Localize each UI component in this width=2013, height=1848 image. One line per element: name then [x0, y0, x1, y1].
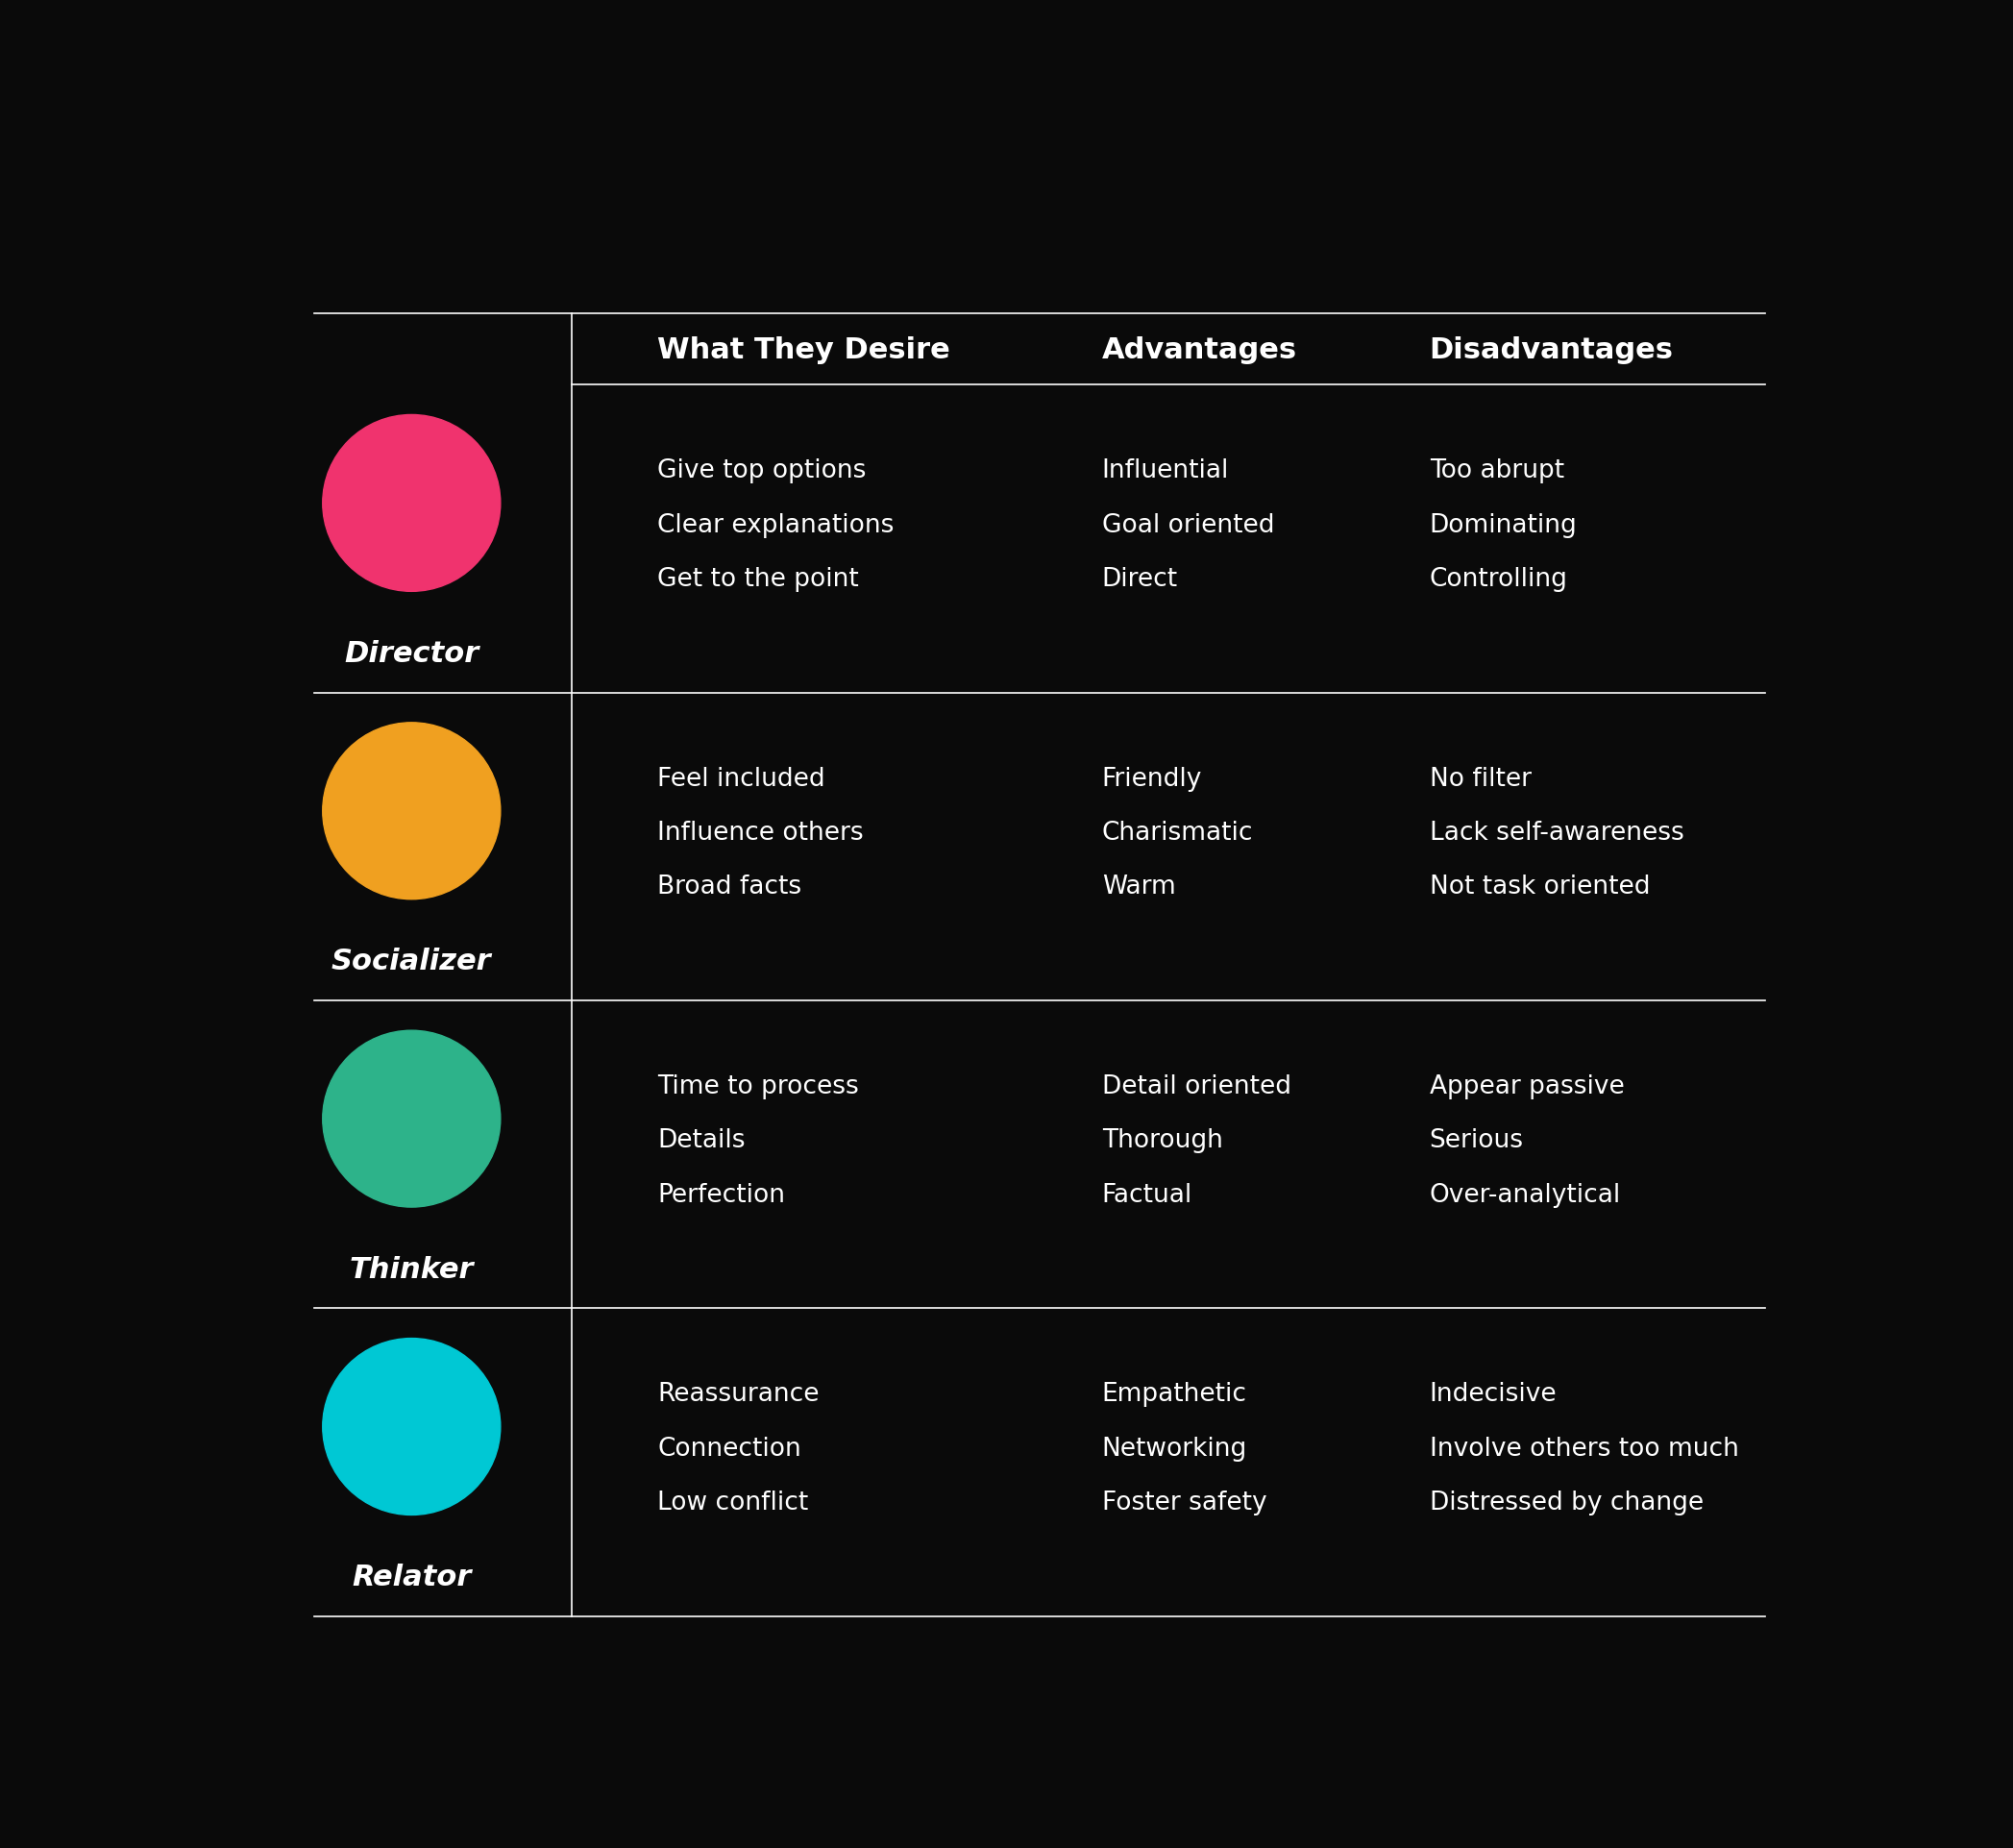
Text: No filter: No filter — [1429, 767, 1532, 791]
Text: Factual: Factual — [1101, 1183, 1192, 1207]
Text: Indecisive: Indecisive — [1429, 1382, 1556, 1406]
Text: Time to process: Time to process — [656, 1074, 860, 1100]
Text: Low conflict: Low conflict — [656, 1489, 809, 1515]
Text: Thorough: Thorough — [1101, 1127, 1222, 1153]
Text: Detail oriented: Detail oriented — [1101, 1074, 1290, 1100]
Text: Reassurance: Reassurance — [656, 1382, 819, 1406]
Text: Distressed by change: Distressed by change — [1429, 1489, 1703, 1515]
Text: Networking: Networking — [1101, 1436, 1248, 1460]
Ellipse shape — [322, 1338, 501, 1515]
Text: Controlling: Controlling — [1429, 567, 1568, 591]
Text: Advantages: Advantages — [1101, 336, 1296, 364]
Text: Serious: Serious — [1429, 1127, 1524, 1153]
Text: Empathetic: Empathetic — [1101, 1382, 1246, 1406]
Text: Goal oriented: Goal oriented — [1101, 512, 1274, 538]
Text: Charismatic: Charismatic — [1101, 821, 1254, 845]
Text: Clear explanations: Clear explanations — [656, 512, 894, 538]
Text: Socializer: Socializer — [332, 948, 491, 976]
Text: Foster safety: Foster safety — [1101, 1489, 1266, 1515]
Text: What They Desire: What They Desire — [656, 336, 950, 364]
Text: Connection: Connection — [656, 1436, 801, 1460]
Text: Disadvantages: Disadvantages — [1429, 336, 1673, 364]
Ellipse shape — [322, 416, 501, 591]
Text: Influential: Influential — [1101, 458, 1230, 484]
Text: Appear passive: Appear passive — [1429, 1074, 1624, 1100]
Text: Warm: Warm — [1101, 874, 1176, 900]
Text: Details: Details — [656, 1127, 745, 1153]
Ellipse shape — [322, 1031, 501, 1207]
Text: Broad facts: Broad facts — [656, 874, 801, 900]
Text: Influence others: Influence others — [656, 821, 864, 845]
Text: Involve others too much: Involve others too much — [1429, 1436, 1739, 1460]
Text: Director: Director — [344, 639, 479, 667]
Text: Give top options: Give top options — [656, 458, 866, 484]
Text: Thinker: Thinker — [350, 1255, 473, 1283]
Text: Over-analytical: Over-analytical — [1429, 1183, 1620, 1207]
Text: Not task oriented: Not task oriented — [1429, 874, 1651, 900]
Text: Dominating: Dominating — [1429, 512, 1578, 538]
Text: Relator: Relator — [352, 1563, 471, 1591]
Text: Friendly: Friendly — [1101, 767, 1202, 791]
Ellipse shape — [322, 723, 501, 900]
Text: Too abrupt: Too abrupt — [1429, 458, 1564, 484]
Text: Feel included: Feel included — [656, 767, 825, 791]
Text: Lack self-awareness: Lack self-awareness — [1429, 821, 1683, 845]
Text: Get to the point: Get to the point — [656, 567, 860, 591]
Text: Direct: Direct — [1101, 567, 1178, 591]
Text: Perfection: Perfection — [656, 1183, 785, 1207]
